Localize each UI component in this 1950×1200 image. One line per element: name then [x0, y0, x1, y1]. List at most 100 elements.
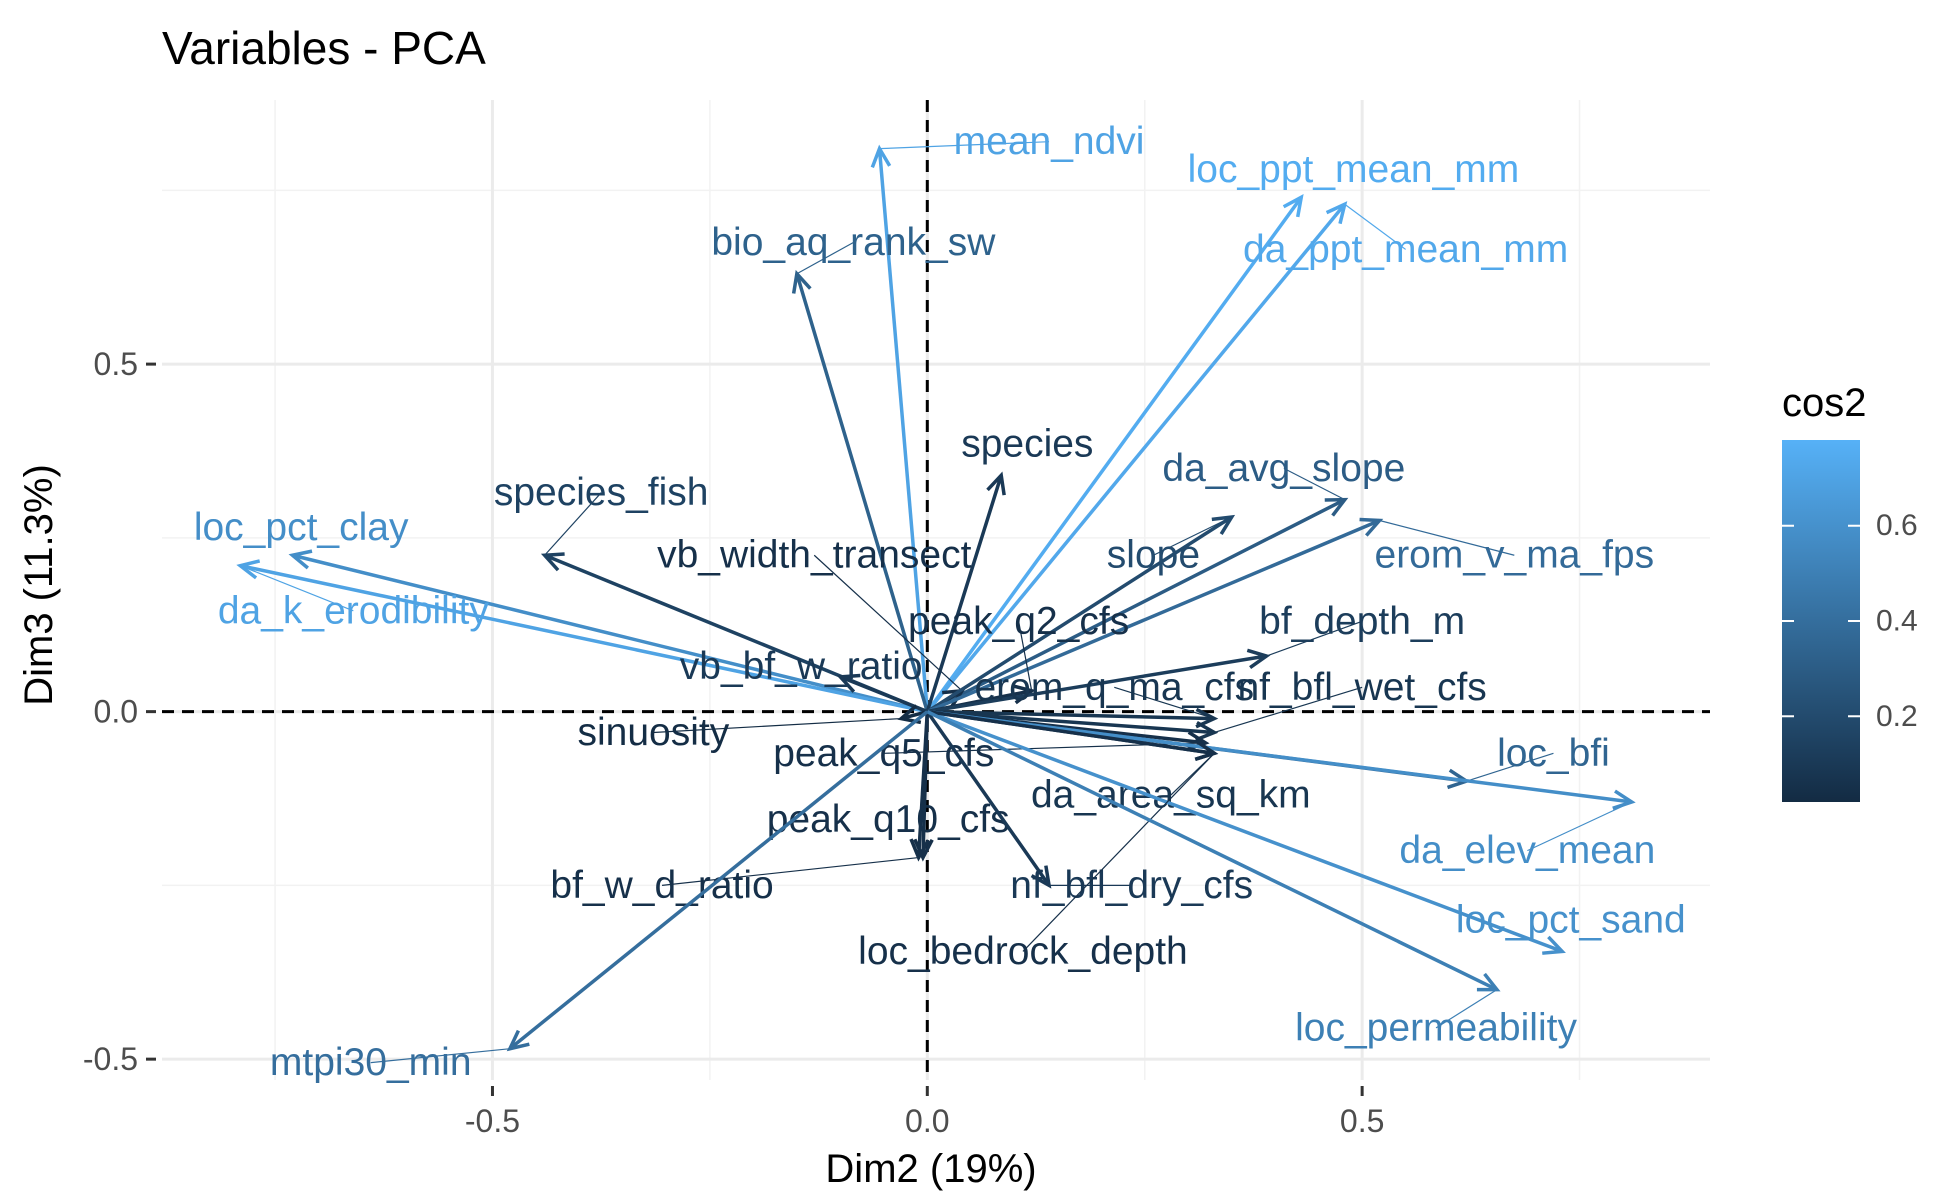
variable-label: species_fish	[494, 471, 709, 514]
arrow-shaft	[239, 563, 928, 714]
legend: cos2 0.2 0.4 0.6	[1782, 381, 1918, 802]
variable-bf_w_d_ratio: bf_w_d_ratio	[550, 711, 930, 907]
variable-da_ppt_mean_mm: da_ppt_mean_mm	[925, 201, 1568, 713]
variable-label: da_ppt_mean_mm	[1243, 228, 1568, 271]
variable-label: loc_bedrock_depth	[858, 930, 1188, 973]
arrow-shaft	[927, 654, 1267, 714]
variable-label: loc_pct_sand	[1456, 899, 1686, 942]
variable-label: sinuosity	[577, 711, 729, 754]
arrow-shaft	[925, 474, 1003, 713]
arrow-head	[288, 549, 313, 570]
variable-arrows: mean_ndvi loc_ppt_mean_mm da_ppt_mean_mm bi…	[194, 120, 1686, 1084]
x-tick-label: 0.0	[905, 1103, 949, 1139]
variable-mean_ndvi: mean_ndvi	[870, 120, 1145, 712]
arrow-shaft	[916, 711, 930, 858]
label-leader	[1114, 686, 1215, 720]
arrow-head	[836, 673, 861, 693]
arrow-head	[1282, 194, 1304, 218]
label-leader	[1018, 621, 1033, 691]
variable-label: mean_ndvi	[954, 120, 1145, 163]
variable-label: nf_bfl_wet_cfs	[1237, 666, 1486, 709]
x-tick-label: -0.5	[465, 1103, 520, 1139]
arrow-shaft	[927, 709, 1215, 735]
variable-bf_depth_m: bf_depth_m	[927, 600, 1465, 714]
chart-title: Variables - PCA	[162, 22, 486, 74]
variable-da_elev_mean: da_elev_mean	[927, 709, 1655, 872]
label-leader	[796, 241, 854, 275]
variable-loc_bedrock_depth: loc_bedrock_depth	[858, 709, 1219, 973]
variable-mtpi30_min: mtpi30_min	[270, 710, 929, 1084]
label-leader	[1435, 989, 1498, 1029]
arrow-shaft	[900, 709, 928, 721]
arrow-shaft	[926, 515, 1233, 714]
variable-label: peak_q5_cfs	[773, 732, 994, 775]
label-leader	[1527, 801, 1632, 852]
label-leader	[1379, 519, 1515, 556]
variable-label: loc_pct_clay	[194, 506, 409, 549]
label-leader	[1153, 516, 1232, 556]
arrow-shaft	[292, 553, 928, 714]
y-tick-label: 0.5	[94, 346, 138, 382]
variable-label: bf_w_d_ratio	[550, 864, 773, 907]
variable-nf_bfl_dry_cfs: nf_bfl_dry_cfs	[925, 710, 1253, 907]
reference-lines	[162, 100, 1710, 1080]
arrow-shaft	[927, 709, 1215, 756]
label-leader	[1214, 686, 1363, 734]
variable-label: loc_permeability	[1295, 1006, 1577, 1049]
variable-label: loc_bfi	[1497, 732, 1610, 775]
variable-label: vb_width_transect	[657, 534, 972, 577]
arrow-shaft	[925, 196, 1303, 713]
variable-erom_q_ma_cfs: erom_q_ma_cfs	[927, 666, 1254, 729]
variable-label: loc_ppt_mean_mm	[1188, 148, 1520, 191]
label-leader	[813, 554, 963, 692]
variable-label: erom_q_ma_cfs	[974, 666, 1254, 709]
label-leader	[240, 565, 354, 612]
variable-label: da_k_erodibility	[218, 589, 490, 632]
variable-sinuosity: sinuosity	[577, 704, 928, 754]
variable-label: slope	[1107, 534, 1200, 577]
x-axis-title: Dim2 (19%)	[825, 1147, 1036, 1191]
label-leader	[1466, 752, 1554, 782]
label-leader	[370, 1048, 510, 1064]
label-leader	[1344, 203, 1406, 250]
variable-vb_width_transect: vb_width_transect	[657, 534, 972, 714]
label-leader	[1022, 752, 1215, 952]
variable-label: da_elev_mean	[1399, 829, 1655, 872]
arrow-shaft	[926, 498, 1346, 714]
arrow-shaft	[926, 709, 1563, 954]
variable-label: da_area_sq_km	[1031, 774, 1311, 817]
variable-label: nf_bfl_dry_cfs	[1010, 864, 1253, 907]
arrow-shaft	[877, 148, 930, 712]
legend-tick-label: 0.4	[1876, 605, 1918, 638]
variable-label: mtpi30_min	[270, 1041, 472, 1084]
arrow-shaft	[926, 518, 1381, 714]
variable-label: vb_bf_w_ratio	[680, 645, 923, 688]
arrow-shaft	[925, 710, 1051, 887]
variable-label: bf_depth_m	[1259, 600, 1465, 643]
variable-loc_ppt_mean_mm: loc_ppt_mean_mm	[925, 148, 1520, 713]
label-leader	[1266, 620, 1363, 657]
y-tick-label: -0.5	[83, 1041, 138, 1077]
legend-tick-label: 0.6	[1876, 509, 1918, 542]
variable-label: peak_q2_cfs	[908, 600, 1129, 643]
label-leader	[653, 717, 902, 734]
variable-label: species	[961, 423, 1093, 466]
arrow-head	[913, 838, 934, 862]
legend-title: cos2	[1782, 381, 1867, 425]
variable-label: erom_v_ma_fps	[1375, 534, 1655, 577]
arrow-head	[1542, 935, 1566, 955]
variable-vb_bf_w_ratio: vb_bf_w_ratio	[680, 645, 928, 714]
variable-label: da_avg_slope	[1162, 447, 1405, 490]
legend-tick-label: 0.2	[1876, 700, 1918, 733]
y-tick-label: 0.0	[94, 694, 138, 730]
arrow-shaft	[927, 709, 1632, 804]
arrow-head	[986, 471, 1006, 496]
arrow-shaft	[925, 203, 1347, 713]
arrow-shaft	[839, 675, 928, 714]
variable-da_avg_slope: da_avg_slope	[926, 447, 1405, 714]
arrow-shaft	[508, 710, 929, 1051]
axes: -0.5 0.0 0.5 -0.5 0.0 0.5	[83, 346, 1385, 1139]
arrow-shaft	[926, 710, 1498, 992]
variable-loc_pct_clay: loc_pct_clay	[194, 506, 928, 714]
